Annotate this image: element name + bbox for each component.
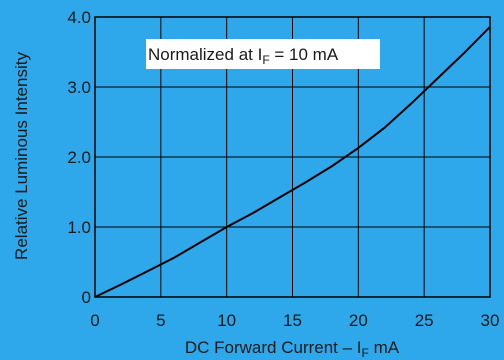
x-tick-label: 25 — [415, 311, 434, 330]
x-tick-label: 15 — [283, 311, 302, 330]
annotation-background — [146, 39, 380, 69]
y-tick-label: 1.0 — [67, 218, 91, 237]
x-tick-label: 20 — [349, 311, 368, 330]
x-tick-label: 5 — [156, 311, 165, 330]
annotation-main: Normalized at I — [148, 45, 262, 64]
annotation-text: Normalized at IF = 10 mA — [148, 45, 339, 67]
x-axis-label: DC Forward Current – IF mA — [185, 338, 400, 360]
x-axis-label-tail: mA — [369, 338, 400, 357]
x-tick-label: 10 — [217, 311, 236, 330]
y-tick-label: 3.0 — [67, 78, 91, 97]
annotation-sub: F — [262, 53, 269, 67]
x-tick-label: 0 — [90, 311, 99, 330]
x-axis-label-main: DC Forward Current – I — [185, 338, 362, 357]
y-tick-label: 0 — [82, 288, 91, 307]
x-tick-label: 30 — [481, 311, 500, 330]
plot-frame — [94, 16, 491, 298]
y-tick-label: 2.0 — [67, 148, 91, 167]
annotation-tail: = 10 mA — [270, 45, 339, 64]
annotation-box: Normalized at IF = 10 mA — [146, 39, 380, 69]
y-tick-labels: 0 1.0 2.0 3.0 4.0 — [67, 8, 91, 307]
y-axis-label: Relative Luminous Intensity — [12, 52, 31, 260]
x-tick-labels: 0 5 10 15 20 25 30 — [90, 311, 499, 330]
x-axis-label-sub: F — [362, 346, 369, 360]
series-line — [94, 26, 491, 298]
y-tick-label: 4.0 — [67, 8, 91, 27]
